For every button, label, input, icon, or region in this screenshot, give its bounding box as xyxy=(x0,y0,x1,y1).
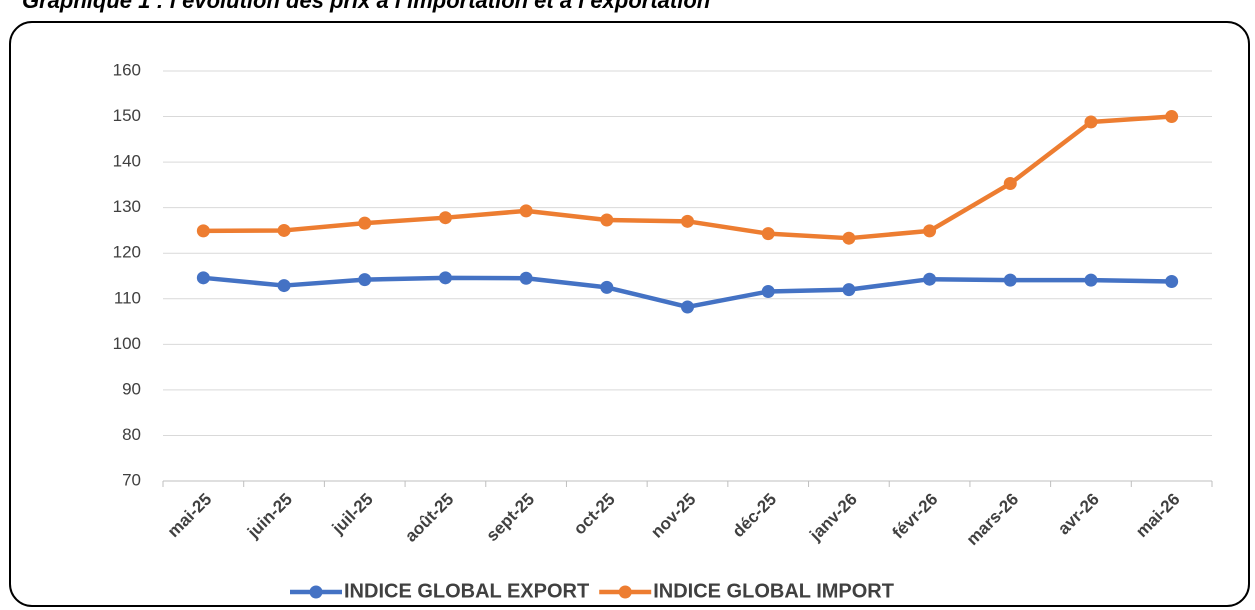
data-point xyxy=(600,280,614,294)
data-point xyxy=(277,279,291,293)
data-point xyxy=(438,211,452,225)
data-point xyxy=(600,213,614,227)
legend-label: INDICE GLOBAL IMPORT xyxy=(653,580,894,602)
data-point xyxy=(681,214,694,228)
data-point xyxy=(519,271,533,285)
y-tick-label: 140 xyxy=(113,152,141,171)
data-point xyxy=(681,300,694,314)
x-tick-label: déc-25 xyxy=(729,490,781,542)
legend-label: INDICE GLOBAL EXPORT xyxy=(344,580,589,602)
x-tick-label: mars-26 xyxy=(963,490,1023,550)
data-point xyxy=(358,216,372,230)
x-tick-label: févr-26 xyxy=(889,490,942,543)
data-point xyxy=(1003,177,1017,191)
y-tick-label: 110 xyxy=(114,288,141,307)
data-point xyxy=(519,204,533,218)
x-tick-label: oct-25 xyxy=(570,490,619,539)
data-point xyxy=(842,231,856,245)
x-tick-label: sept-25 xyxy=(483,490,539,546)
data-point xyxy=(923,224,937,238)
x-tick-label: juil-25 xyxy=(328,490,377,539)
legend-marker xyxy=(618,585,632,599)
y-tick-label: 100 xyxy=(113,334,141,353)
y-tick-label: 160 xyxy=(113,60,141,79)
x-tick-label: août-25 xyxy=(401,490,457,546)
x-tick-label: avr-26 xyxy=(1054,490,1103,539)
x-tick-label: mai-25 xyxy=(164,490,216,542)
y-tick-label: 130 xyxy=(113,197,141,216)
data-point xyxy=(761,284,775,298)
chart-title: Graphique 1 : l’évolution des prix à l’i… xyxy=(22,0,710,13)
data-point xyxy=(1165,274,1179,288)
y-tick-label: 80 xyxy=(122,425,141,444)
data-point xyxy=(196,224,210,238)
y-tick-label: 120 xyxy=(113,243,141,262)
data-point xyxy=(1084,115,1098,129)
y-tick-label: 90 xyxy=(122,379,141,398)
data-point xyxy=(1084,273,1098,287)
y-tick-label: 70 xyxy=(122,470,141,489)
data-point xyxy=(842,283,856,297)
x-tick-label: mai-26 xyxy=(1132,490,1184,542)
data-point xyxy=(277,223,291,237)
data-point xyxy=(923,272,937,286)
chart-frame xyxy=(9,21,1250,607)
data-point xyxy=(761,227,775,241)
data-point xyxy=(196,271,210,285)
y-tick-label: 150 xyxy=(113,106,141,125)
data-point xyxy=(358,273,372,287)
data-point xyxy=(1165,110,1179,124)
x-tick-label: janv-26 xyxy=(805,490,861,546)
data-point xyxy=(438,271,452,285)
data-point xyxy=(1003,273,1017,287)
legend-marker xyxy=(309,585,323,599)
x-tick-label: juin-25 xyxy=(243,490,296,543)
x-tick-label: nov-25 xyxy=(647,490,699,542)
